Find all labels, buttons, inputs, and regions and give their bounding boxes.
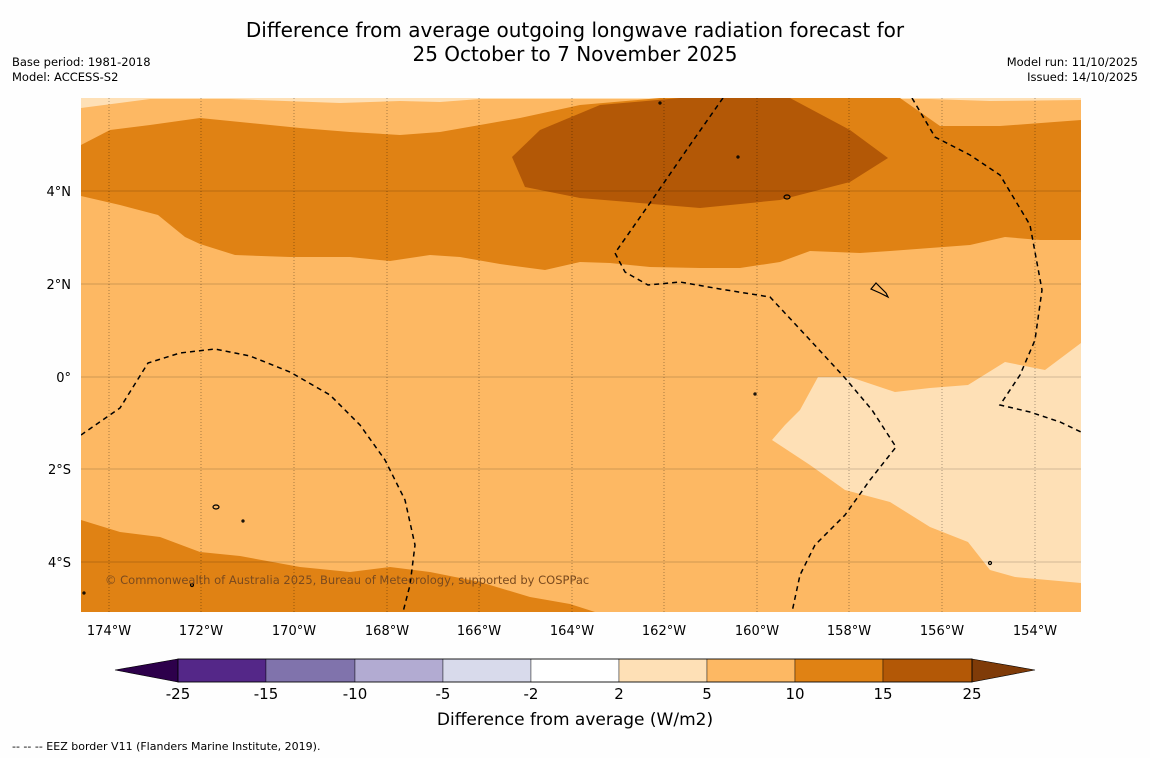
- island-small-1: [783, 194, 791, 200]
- colorbar-segment-4: [530, 658, 620, 683]
- lon-label-170w: 170°W: [272, 624, 316, 639]
- lon-label-162w: 162°W: [642, 624, 686, 639]
- map-plot-area: [81, 98, 1081, 612]
- lon-label-160w: 160°W: [735, 624, 779, 639]
- lat-label-0: 0°: [56, 371, 71, 386]
- colorbar-label: Difference from average (W/m2): [436, 710, 714, 730]
- model-name: Model: ACCESS-S2: [12, 70, 119, 84]
- colorbar-tick-0: -25: [166, 685, 191, 703]
- colorbar-segment-5: [618, 658, 708, 683]
- colorbar-tick-5: 2: [614, 685, 624, 703]
- island-small-3: [241, 519, 245, 523]
- anomaly-band-2-5-north: [81, 98, 1081, 108]
- eez-border-east: [911, 98, 1081, 433]
- lon-label-168w: 168°W: [365, 624, 409, 639]
- lon-label-164w: 164°W: [550, 624, 594, 639]
- island-small-2: [212, 504, 220, 510]
- anomaly-core-15-25: [512, 98, 888, 208]
- gridlines: [81, 190, 1081, 563]
- copyright-credit: © Commonwealth of Australia 2025, Bureau…: [105, 573, 590, 587]
- colorbar-tick-3: -5: [436, 685, 451, 703]
- issued-date: Issued: 14/10/2025: [1027, 70, 1138, 84]
- island-small-7: [987, 560, 993, 566]
- lat-label-4n: 4°N: [47, 185, 72, 200]
- lon-label-158w: 158°W: [827, 624, 871, 639]
- lat-label-4s: 4°S: [48, 556, 71, 571]
- island-small-8: [82, 591, 86, 595]
- colorbar-tick-9: 25: [962, 685, 981, 703]
- title-line-1: Difference from average outgoing longwav…: [245, 18, 905, 42]
- lon-label-174w: 174°W: [87, 624, 131, 639]
- base-period: Base period: 1981-2018: [12, 55, 151, 69]
- lon-label-156w: 156°W: [920, 624, 964, 639]
- colorbar-tick-8: 15: [873, 685, 892, 703]
- lon-label-172w: 172°W: [179, 624, 223, 639]
- meta-right: Model run: 11/10/2025 Issued: 14/10/2025: [1007, 55, 1138, 85]
- anomaly-band-10-15-south: [81, 520, 595, 612]
- colorbar-extend-low: [114, 658, 179, 683]
- eez-border-central: [614, 98, 897, 612]
- colorbar-frame: [177, 658, 973, 683]
- meta-left: Base period: 1981-2018 Model: ACCESS-S2: [12, 55, 151, 85]
- colorbar-tick-6: 5: [702, 685, 712, 703]
- lon-label-154w: 154°W: [1013, 624, 1057, 639]
- longitude-labels: 174°W 172°W 170°W 168°W 166°W 164°W 162°…: [87, 624, 1057, 639]
- eez-footnote: -- -- -- EEZ border V11 (Flanders Marine…: [12, 740, 321, 753]
- island-small-9: [189, 582, 195, 588]
- colorbar-segment-3: [442, 658, 532, 683]
- island-jarvis: [870, 282, 890, 299]
- eez-border-west: [81, 348, 416, 612]
- anomaly-region-2-5-east: [772, 343, 1081, 583]
- eez-borders: [81, 98, 1081, 612]
- colorbar-tick-2: -10: [343, 685, 368, 703]
- colorbar-segment-8: [882, 658, 973, 683]
- colorbar-segment-6: [706, 658, 796, 683]
- island-small-4: [736, 155, 740, 159]
- latitude-labels: 4°N 2°N 0° 2°S 4°S: [47, 185, 72, 571]
- island-small-6: [753, 392, 757, 396]
- title-line-2: 25 October to 7 November 2025: [412, 42, 738, 66]
- map-title: Difference from average outgoing longwav…: [0, 18, 1150, 66]
- lat-label-2s: 2°S: [48, 463, 71, 478]
- lon-label-166w: 166°W: [457, 624, 501, 639]
- islands: [82, 101, 993, 595]
- colorbar-tick-4: -2: [524, 685, 539, 703]
- colorbar-tick-7: 10: [785, 685, 804, 703]
- lat-label-2n: 2°N: [47, 278, 72, 293]
- colorbar: -25 -15 -10 -5 -2 2 5 10 15 25: [114, 658, 1036, 703]
- colorbar-segment-7: [794, 658, 884, 683]
- colorbar-segment-0: [177, 658, 267, 683]
- colorbar-segment-2: [354, 658, 444, 683]
- model-run: Model run: 11/10/2025: [1006, 55, 1138, 69]
- colorbar-extend-high: [971, 658, 1036, 683]
- island-small-5: [658, 101, 662, 105]
- colorbar-segment-1: [265, 658, 356, 683]
- colorbar-tick-1: -15: [254, 685, 279, 703]
